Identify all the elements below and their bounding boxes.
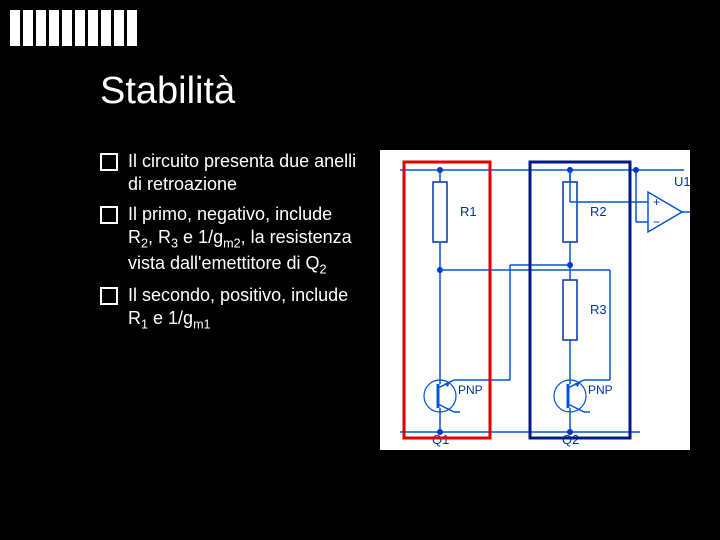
bullet-text: Il primo, negativo, include R2, R3 e 1/g… [128,203,360,278]
bullet-marker-icon [100,153,118,171]
bullet-item: Il primo, negativo, include R2, R3 e 1/g… [100,203,360,278]
svg-text:PNP: PNP [588,383,613,397]
bullet-marker-icon [100,287,118,305]
bullet-list: Il circuito presenta due anelli di retro… [100,150,360,339]
svg-text:+: + [653,195,660,209]
slide: Stabilità Il circuito presenta due anell… [0,0,720,540]
slide-title: Stabilità [100,70,235,113]
svg-text:−: − [653,215,660,229]
bullet-marker-icon [100,206,118,224]
circuit-svg: R1R2R3Q1PNPQ2PNP+−U1 [380,150,690,450]
svg-text:R2: R2 [590,204,607,219]
bullet-text: Il circuito presenta due anelli di retro… [128,150,360,197]
bullet-item: Il circuito presenta due anelli di retro… [100,150,360,197]
svg-text:R3: R3 [590,302,607,317]
top-bars [10,10,137,46]
bullet-item: Il secondo, positivo, include R1 e 1/gm1 [100,284,360,333]
svg-text:U1: U1 [674,174,690,189]
svg-text:PNP: PNP [458,383,483,397]
circuit-figure: R1R2R3Q1PNPQ2PNP+−U1 [380,150,690,450]
bullet-text: Il secondo, positivo, include R1 e 1/gm1 [128,284,360,333]
svg-text:R1: R1 [460,204,477,219]
